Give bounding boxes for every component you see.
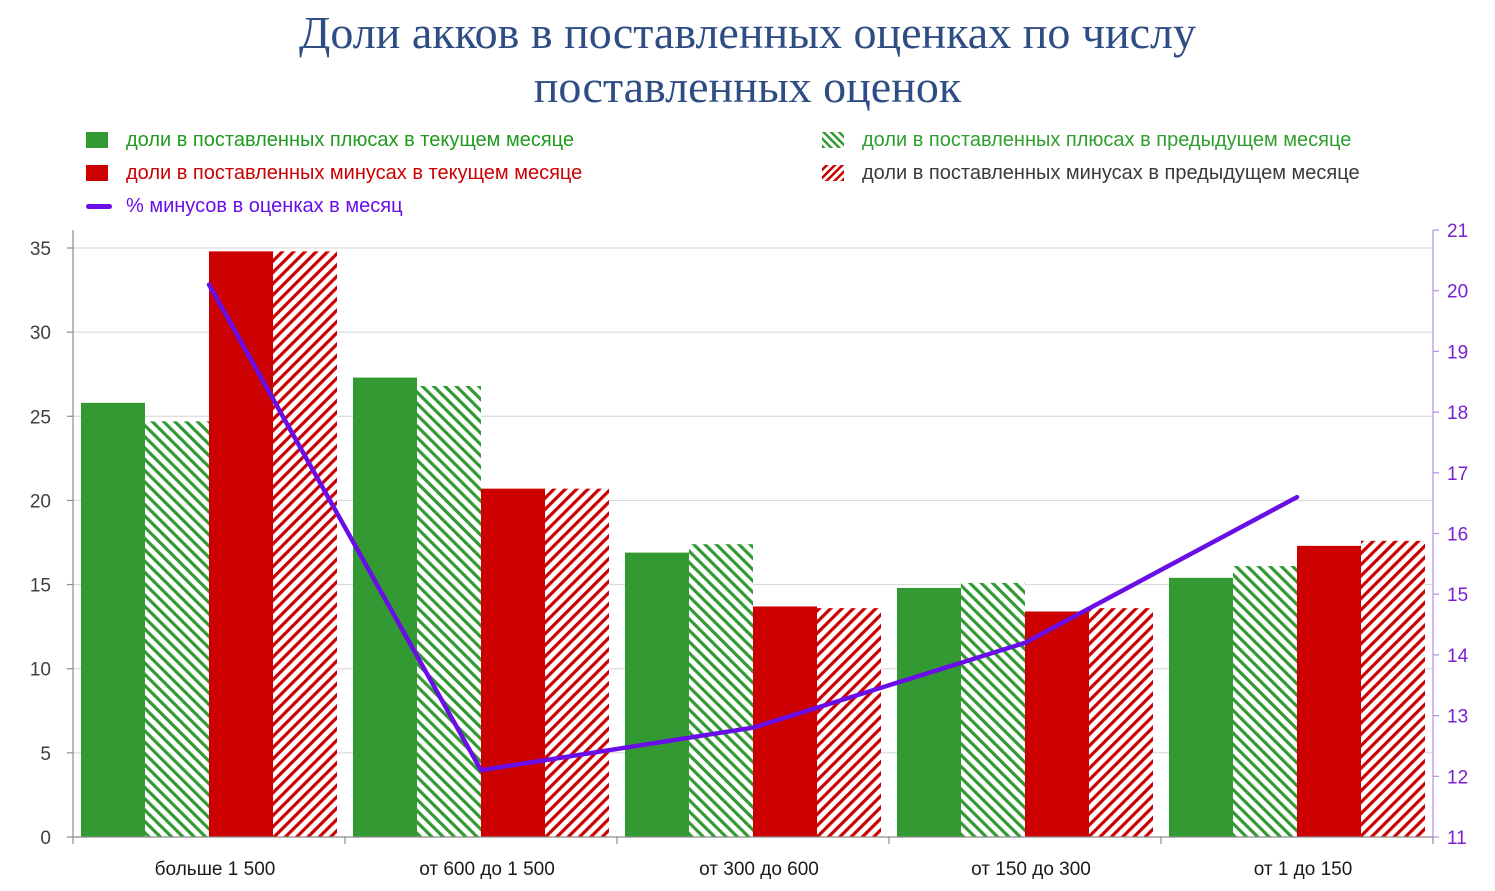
- chart-title-line-2: поставленных оценок: [533, 61, 962, 112]
- bar-2-0: [209, 251, 273, 837]
- chart-title-line-1: Доли акков в поставленных оценках по чис…: [299, 7, 1196, 58]
- x-tick-label: от 1 до 150: [1254, 859, 1353, 880]
- bar-2-4: [1297, 545, 1361, 837]
- bar-0-3: [897, 587, 961, 837]
- left-tick-label: 15: [30, 576, 51, 597]
- bar-2-3: [1025, 611, 1089, 837]
- right-tick-label: 11: [1447, 828, 1467, 849]
- legend-swatch-minus-percent: [86, 204, 112, 209]
- x-tick-label: от 600 до 1 500: [419, 859, 555, 880]
- right-tick-label: 17: [1447, 464, 1468, 485]
- right-tick-label: 12: [1447, 767, 1468, 788]
- left-tick-label: 25: [30, 407, 51, 428]
- bar-2-2: [753, 606, 817, 837]
- bar-0-0: [81, 402, 145, 837]
- right-tick-label: 16: [1447, 525, 1468, 546]
- right-tick-label: 19: [1447, 342, 1468, 363]
- left-tick-label: 10: [30, 660, 51, 681]
- legend-label-plus-previous: доли в поставленных плюсах в предыдущем …: [862, 129, 1352, 151]
- bar-0-2: [625, 552, 689, 837]
- bar-3-0: [273, 251, 337, 837]
- bar-3-1: [545, 488, 609, 837]
- legend-label-minus-previous: доли в поставленных минусах в предыдущем…: [862, 162, 1360, 184]
- chart-title: Доли акков в поставленных оценках по чис…: [0, 6, 1495, 114]
- legend-swatch-plus-previous: [822, 132, 844, 148]
- bar-0-1: [353, 377, 417, 837]
- left-tick-label: 30: [30, 323, 51, 344]
- legend-swatch-minus-current: [86, 165, 108, 181]
- legend-swatch-minus-previous: [822, 165, 844, 181]
- bar-1-1: [417, 385, 481, 837]
- left-tick-label: 20: [30, 491, 51, 512]
- left-tick-label: 0: [40, 828, 51, 849]
- legend-swatch-plus-current: [86, 132, 108, 148]
- right-tick-label: 13: [1447, 707, 1468, 728]
- bar-1-3: [961, 582, 1025, 837]
- bar-1-4: [1233, 566, 1297, 837]
- bar-3-2: [817, 608, 881, 837]
- bar-1-0: [145, 421, 209, 837]
- x-tick-label: больше 1 500: [155, 859, 276, 880]
- left-tick-label: 5: [40, 744, 51, 765]
- axes: 0 5 10 15 20 25 30 35 11 12 13 14 15 16 17 18 19 20 21 боль…: [30, 221, 1469, 880]
- line-series: [206, 282, 1300, 773]
- line-minus-percent: [206, 282, 1300, 773]
- bar-1-2: [689, 544, 753, 837]
- legend-label-minus-current: доли в поставленных минусах в текущем ме…: [126, 162, 583, 184]
- bars: [81, 251, 1425, 837]
- legend-label-plus-current: доли в поставленных плюсах в текущем мес…: [126, 129, 575, 151]
- left-tick-label: 35: [30, 239, 51, 260]
- right-tick-label: 15: [1447, 585, 1468, 606]
- bar-0-4: [1169, 577, 1233, 837]
- x-tick-label: от 300 до 600: [699, 859, 819, 880]
- right-tick-label: 20: [1447, 282, 1468, 303]
- right-tick-label: 21: [1447, 221, 1468, 242]
- bar-3-3: [1089, 608, 1153, 837]
- right-tick-label: 18: [1447, 403, 1468, 424]
- legend-label-minus-percent: % минусов в оценках в месяц: [126, 195, 403, 217]
- bar-3-4: [1361, 540, 1425, 837]
- x-tick-label: от 150 до 300: [971, 859, 1091, 880]
- bar-2-1: [481, 488, 545, 837]
- right-tick-label: 14: [1447, 646, 1469, 667]
